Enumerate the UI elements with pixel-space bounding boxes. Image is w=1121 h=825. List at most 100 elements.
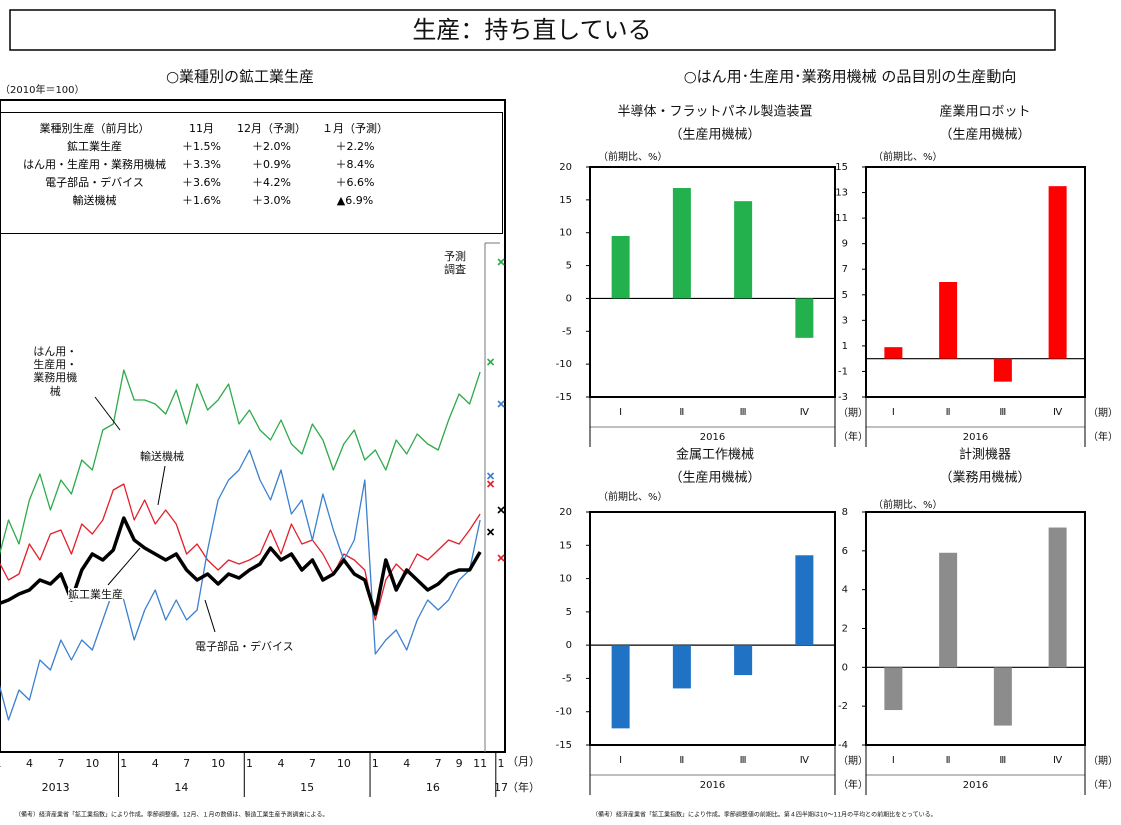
table-row: 電子部品・デバイス ＋3.6% ＋4.2% ＋6.6% (15, 173, 396, 191)
leader-line (157, 465, 166, 506)
year-label: 14 (174, 781, 188, 794)
forecast-marker (486, 358, 495, 366)
bar (1048, 527, 1067, 668)
forecast-marker (497, 506, 505, 514)
data-table: 業種別生産（前月比） 11月 12月（予測） １月（予測） 鉱工業生産 ＋1.5% ＋2.0… (0, 112, 503, 234)
table-cell: ＋4.2% (251, 176, 291, 189)
x-tick-label: Ⅱ (946, 407, 951, 418)
year-label: 2016 (963, 432, 988, 443)
y-tick-label: 15 (835, 162, 848, 173)
chart-subtitle: （業務用機械） (939, 470, 1030, 486)
table-row: はん用・生産用・業務用機械 ＋3.3% ＋0.9% ＋8.4% (15, 155, 396, 173)
x-tick-label: Ⅳ (800, 407, 810, 418)
y-tick-label: -5 (562, 326, 572, 337)
y-tick-label: 0 (566, 293, 572, 304)
x-tick-label: 7 (309, 757, 316, 770)
year-label: 17 (494, 781, 508, 794)
bar (884, 667, 903, 711)
bar (795, 555, 814, 646)
x-tick-label: 11 (473, 757, 487, 770)
year-label: 15 (300, 781, 314, 794)
chart-title: 金属工作機械 (676, 447, 754, 463)
table-cell: 業種別生産（前月比） (39, 122, 150, 135)
y-axis-label: （前期比、%） (873, 498, 943, 511)
x-tick-label: Ⅲ (740, 755, 747, 766)
year-label: 2016 (700, 780, 725, 791)
y-tick-label: 11 (835, 213, 848, 224)
bar (993, 667, 1012, 726)
y-tick-label: 15 (559, 540, 572, 551)
y-tick-label: 10 (559, 228, 572, 239)
y-tick-label: 5 (566, 261, 572, 272)
plot-frame (865, 511, 1086, 746)
x-tick-label: Ⅰ (619, 755, 622, 766)
x-tick-label: Ⅳ (1053, 755, 1063, 766)
x-tick-label: 4 (26, 757, 33, 770)
bar (734, 645, 753, 676)
chart-title: 産業用ロボット (939, 104, 1030, 120)
table-row: 業種別生産（前月比） 11月 12月（予測） １月（予測） (15, 119, 396, 137)
x-unit: （期） (1088, 755, 1118, 767)
y-tick-label: 3 (842, 315, 848, 326)
table-cell: 12月（予測） (236, 122, 306, 135)
series-line (0, 369, 481, 555)
table-cell: ＋0.9% (251, 158, 291, 171)
year-unit: （年） (838, 430, 868, 443)
page-title: 生産：持ち直している (412, 16, 651, 44)
x-tick-label: Ⅳ (1053, 407, 1063, 418)
bar (672, 188, 691, 299)
x-tick-label: 1 (498, 757, 505, 770)
y-axis-label: （前期比、%） (873, 150, 943, 163)
series-label: はん用・生産用・業務用機械 (30, 345, 81, 398)
bar (939, 552, 958, 668)
chart-subtitle: （生産用機械） (669, 127, 760, 143)
y-tick-label: -2 (838, 701, 848, 712)
chart-title: ○業種別の鉱工業生産 (166, 68, 314, 86)
bar (1048, 186, 1067, 359)
chart-subtitle: （生産用機械） (939, 127, 1030, 143)
year-label: 16 (426, 781, 440, 794)
series-label: 電子部品・デバイス (195, 640, 294, 654)
x-unit: （期） (838, 407, 868, 419)
year-label: 2013 (42, 781, 70, 794)
series-line (0, 483, 481, 621)
x-tick-label: 4 (403, 757, 410, 770)
forecast-marker (497, 258, 505, 266)
y-axis-label: （前期比、%） (598, 150, 668, 163)
x-tick-label: Ⅲ (999, 407, 1006, 418)
x-tick-label: 10 (337, 757, 351, 770)
series-label: 鉱工業生産 (68, 588, 123, 602)
y-tick-label: 0 (842, 662, 848, 673)
x-unit: （期） (838, 755, 868, 767)
table-cell: 電子部品・デバイス (45, 176, 144, 189)
table-row: 輸送機械 ＋1.6% ＋3.0% ▲6.9% (15, 191, 396, 209)
table-cell: ＋8.4% (335, 158, 375, 171)
bar (672, 645, 691, 689)
series-line (0, 449, 481, 721)
table-cell: 鉱工業生産 (67, 140, 122, 153)
year-unit: （年） (838, 778, 868, 791)
y-tick-label: 13 (835, 188, 848, 199)
y-axis-label: （2010年＝100） (0, 83, 85, 96)
plot-frame (0, 99, 506, 753)
x-unit: （期） (1088, 407, 1118, 419)
x-tick-label: Ⅰ (619, 407, 622, 418)
section-title: ○はん用･生産用･業務用機械 の品目別の生産動向 (684, 68, 1017, 86)
chart-title: 計測機器 (959, 447, 1011, 463)
x-tick-label: Ⅲ (999, 755, 1006, 766)
y-tick-label: 10 (559, 574, 572, 585)
x-tick-label: Ⅳ (800, 755, 810, 766)
table: 業種別生産（前月比） 11月 12月（予測） １月（予測） 鉱工業生産 ＋1.5% ＋2.0… (15, 119, 396, 209)
forecast-marker (486, 528, 495, 536)
chart-title: 半導体・フラットパネル製造装置 (617, 105, 812, 120)
year-unit: （年） (507, 780, 540, 794)
table-cell: １月（予測） (321, 122, 388, 135)
note: （備考）経済産業省「鉱工業指数」により作成。季節調整値の前期比。第４四半期は10… (592, 811, 937, 819)
y-tick-label: -15 (556, 392, 572, 403)
x-tick-label: 7 (435, 757, 442, 770)
x-tick-label: Ⅱ (946, 755, 951, 766)
y-tick-label: 20 (559, 507, 572, 518)
table-cell: ＋2.2% (335, 140, 375, 153)
y-tick-label: -10 (556, 707, 572, 718)
